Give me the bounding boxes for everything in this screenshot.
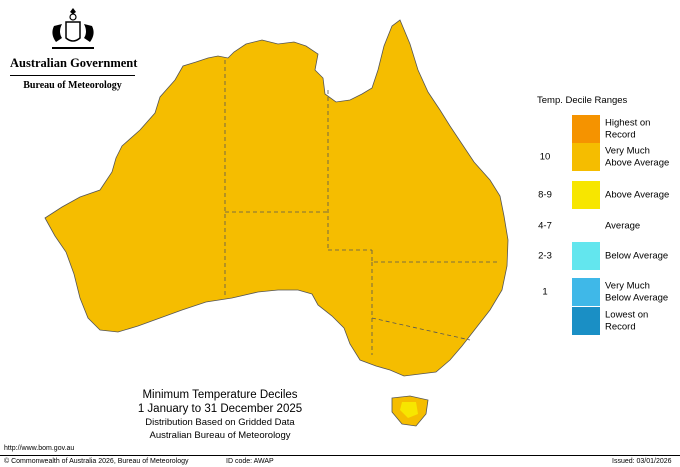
legend-swatch [572,143,600,171]
legend-label: Below Average [605,250,669,262]
legend-label: Very Much Above Average [605,145,670,169]
bureau-name: Bureau of Meteorology [23,80,122,91]
legend-label: Above Average [605,189,670,201]
map-caption: Minimum Temperature Deciles 1 January to… [125,388,315,441]
legend-code: 1 [542,286,548,298]
legend-label: Average [605,220,641,232]
legend-swatch [572,115,600,143]
legend-code: 8-9 [538,189,552,201]
government-title: Australian Government [10,56,137,76]
footer-divider [0,455,680,456]
legend-label: Very Much Below Average [605,280,669,304]
legend-item: Lowest on Record [530,307,680,335]
caption-source: Australian Bureau of Meteorology [149,429,291,441]
government-header: Australian Government Bureau of Meteorol… [10,8,137,91]
legend-code: 2-3 [538,250,552,262]
coat-of-arms-icon [51,8,94,49]
tasmania-average [400,402,418,418]
legend-swatch [572,212,600,240]
legend-item: Highest on Record [530,115,680,143]
legend-swatch [572,242,600,270]
website-link[interactable]: http://www.bom.gov.au [4,445,75,452]
legend-item: 10 Very Much Above Average [530,143,680,171]
caption-title: Minimum Temperature Deciles [142,389,298,401]
border-qld-nsw [371,250,500,263]
border-nsw-vic [371,317,471,341]
legend-item: 1 Very Much Below Average [530,278,680,306]
caption-method: Distribution Based on Gridded Data [145,417,295,428]
legend-item: 8-9 Above Average [530,181,680,209]
legend-label: Lowest on Record [605,309,649,333]
caption-date-range: 1 January to 31 December 2025 [137,403,303,415]
legend-label: Highest on Record [605,117,651,141]
legend-title: Temp. Decile Ranges [537,95,628,106]
legend-item: 4-7 Average [530,212,680,240]
legend-code: 4-7 [538,220,552,232]
legend-item: 2-3 Below Average [530,242,680,270]
legend-code: 10 [539,151,551,163]
legend-swatch [572,278,600,306]
copyright-text: © Commonwealth of Australia 2026, Bureau… [4,458,189,465]
state-borders [224,60,500,355]
id-code: ID code: AWAP [226,458,274,465]
legend-swatch [572,307,600,335]
legend-swatch [572,181,600,209]
issued-date: Issued: 03/01/2026 [612,458,672,465]
